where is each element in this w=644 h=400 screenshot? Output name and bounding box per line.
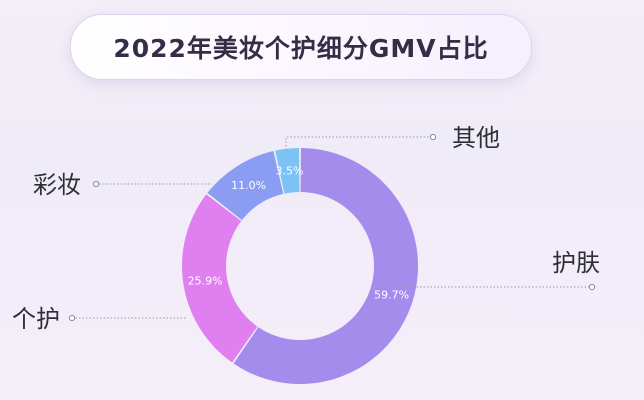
percent-label-0: 59.7% — [374, 289, 409, 302]
callout-dot-2 — [92, 180, 100, 188]
callout-dot-0 — [588, 283, 596, 291]
chart-title-banner: 2022年美妆个护细分GMV占比 — [70, 14, 532, 80]
category-label-0: 护肤 — [552, 249, 600, 277]
percent-label-2: 11.0% — [231, 179, 266, 192]
percent-label-3: 3.5% — [275, 165, 303, 178]
percent-labels: 59.7% 25.9% 11.0% 3.5% — [188, 165, 409, 302]
donut-slice-3 — [275, 148, 300, 194]
callout-dot-1 — [68, 314, 76, 322]
percent-label-1: 25.9% — [188, 275, 223, 288]
category-label-2: 彩妆 — [33, 171, 81, 199]
callout-line-3 — [285, 136, 433, 150]
callout-dot-3 — [429, 133, 437, 141]
chart-title: 2022年美妆个护细分GMV占比 — [113, 34, 489, 63]
donut-slice-1 — [181, 194, 258, 363]
donut-slices — [181, 148, 419, 384]
donut-slice-2 — [207, 151, 284, 221]
category-label-3: 其他 — [452, 124, 500, 152]
category-label-1: 个护 — [12, 305, 60, 333]
donut-slice-0 — [233, 148, 419, 384]
